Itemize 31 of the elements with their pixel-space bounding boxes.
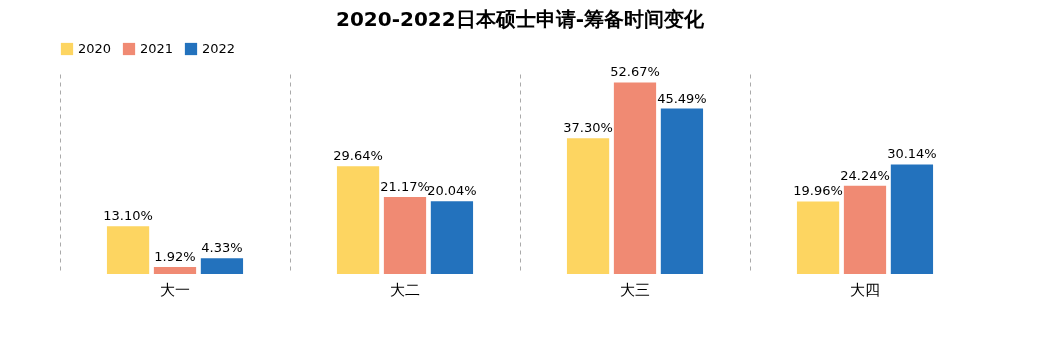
bar bbox=[383, 197, 427, 274]
data-label: 4.33% bbox=[201, 240, 243, 256]
legend-label: 2020 bbox=[78, 41, 112, 56]
bar bbox=[796, 201, 840, 274]
bar bbox=[566, 138, 610, 274]
bar bbox=[890, 164, 934, 274]
data-label: 1.92% bbox=[154, 249, 196, 265]
data-label: 20.04% bbox=[427, 183, 477, 199]
data-label: 37.30% bbox=[563, 120, 613, 136]
chart-title: 2020-2022日本硕士申请-筹备时间变化 bbox=[336, 7, 705, 31]
bar bbox=[200, 258, 244, 274]
data-label: 29.64% bbox=[333, 148, 383, 164]
data-label: 24.24% bbox=[840, 167, 890, 183]
bar bbox=[153, 267, 197, 274]
bar bbox=[660, 108, 704, 274]
x-tick-label: 大三 bbox=[620, 280, 650, 299]
bar bbox=[106, 226, 150, 274]
data-label: 13.10% bbox=[103, 208, 153, 224]
bar bbox=[613, 82, 657, 274]
data-label: 52.67% bbox=[610, 64, 660, 80]
legend-label: 2022 bbox=[202, 41, 236, 56]
x-tick-label: 大二 bbox=[390, 280, 420, 299]
x-tick-label: 大四 bbox=[850, 280, 880, 299]
legend-label: 2021 bbox=[140, 41, 174, 56]
data-label: 30.14% bbox=[887, 146, 937, 162]
data-label: 45.49% bbox=[657, 90, 707, 106]
x-tick-label: 大一 bbox=[160, 280, 190, 299]
bar bbox=[843, 185, 887, 274]
bar bbox=[336, 166, 380, 274]
bar bbox=[430, 201, 474, 274]
data-label: 19.96% bbox=[793, 183, 843, 199]
